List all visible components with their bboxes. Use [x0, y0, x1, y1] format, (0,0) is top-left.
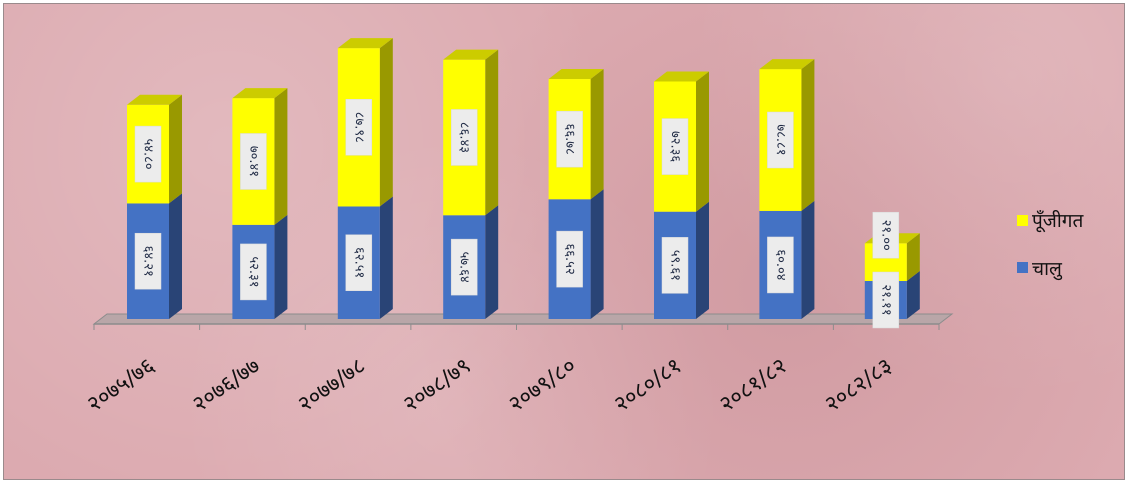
- bar-punjigat-7-side: [801, 59, 815, 211]
- value-label-punjigat-5-box: [556, 110, 583, 168]
- chart-frame: ६४.२१ ५४.८० २०७५/७६ ५२.३१ ७०.४१ २०७६/७७ ६२.५१ ८…: [3, 3, 1125, 480]
- stacked-3d-bar-chart: ६४.२१ ५४.८० २०७५/७६ ५२.३१ ७०.४१ २०७६/७७ ६२.५१ ८…: [83, 38, 1085, 418]
- value-label-chalu-4: ५७.६४: [457, 252, 472, 283]
- value-label-chalu-6: ५९.६१: [668, 250, 683, 281]
- value-label-punjigat-2: ७०.४१: [246, 146, 261, 177]
- legend-swatch-chalu: [1017, 262, 1028, 273]
- bar-punjigat-4-top: [443, 49, 499, 60]
- value-label-chalu-1-box: [134, 232, 162, 290]
- value-label-chalu-3: ६२.५१: [351, 247, 366, 278]
- value-label-punjigat-5: ६६.७८: [562, 124, 577, 155]
- bar-chalu-6-side: [696, 201, 709, 319]
- bar-punjigat-3-top: [337, 38, 393, 49]
- bar-punjigat-2-side: [274, 88, 288, 225]
- legend-label-punjigat: पूँजीगत: [1032, 209, 1085, 233]
- bar-punjigat-6-top: [654, 71, 709, 82]
- x-tick-label-8: २०८२/८३: [821, 353, 898, 417]
- legend-swatch-punjigat: [1017, 215, 1028, 226]
- value-label-chalu-2-box: [240, 243, 267, 301]
- bar-punjigat-4-side: [485, 49, 499, 216]
- value-label-punjigat-3-box: [345, 99, 373, 156]
- bar-chalu-1-side: [169, 193, 182, 319]
- value-label-punjigat-4: ८६.४३: [457, 122, 472, 153]
- bar-chalu-4-side: [485, 205, 499, 319]
- value-label-punjigat-6-box: [661, 118, 689, 175]
- value-label-punjigat-1: ५४.८०: [141, 139, 156, 170]
- bar-chalu-7-side: [801, 200, 815, 319]
- legend-label-chalu: चालु: [1032, 258, 1063, 281]
- x-tick-label-6: २०८०/८१: [610, 353, 687, 417]
- value-label-punjigat-7: ७८.८१: [773, 124, 788, 155]
- floor-plane: [92, 313, 954, 325]
- x-tick-label-4: २०७८/७९: [399, 353, 476, 417]
- value-label-chalu-6-box: [661, 237, 689, 294]
- x-tick-label-1: २०७५/७६: [83, 353, 160, 417]
- value-label-chalu-2: ५२.३१: [246, 256, 261, 287]
- bar-punjigat-1-top: [127, 94, 182, 105]
- value-label-punjigat-4-box: [450, 109, 478, 166]
- x-tick-label-3: २०७७/७८: [294, 353, 371, 417]
- value-label-punjigat-6: ७२.३६: [668, 131, 683, 162]
- x-tick-label-7: २०८१/८२: [715, 353, 792, 417]
- value-label-chalu-3-box: [345, 234, 373, 291]
- bar-chalu-5-side: [590, 189, 604, 319]
- bar-punjigat-2-top: [232, 88, 288, 99]
- x-tick-label-2: २०७६/७७: [188, 353, 265, 417]
- bar-chalu-8-side: [906, 271, 920, 319]
- value-label-chalu-8: २१.११: [878, 284, 893, 315]
- bar-punjigat-3-side: [379, 38, 393, 207]
- bar-punjigat-5-top: [548, 69, 604, 80]
- x-tick-label-5: २०७९/८०: [504, 353, 581, 417]
- value-label-chalu-4-box: [450, 238, 478, 296]
- bar-punjigat-5-side: [590, 69, 604, 200]
- value-label-chalu-8-box: [872, 271, 900, 329]
- value-label-punjigat-7-box: [767, 111, 794, 169]
- value-label-chalu-7-box: [767, 236, 794, 294]
- bar-punjigat-1-side: [169, 94, 182, 204]
- value-label-chalu-7: ६०.०४: [773, 249, 788, 280]
- value-label-punjigat-8: २१.००: [878, 220, 893, 251]
- value-label-chalu-5: ६६.५२: [562, 244, 577, 275]
- value-label-chalu-5-box: [556, 230, 583, 288]
- value-label-punjigat-8-box: [872, 211, 900, 259]
- value-label-punjigat-3: ८७.९८: [351, 112, 366, 143]
- bar-chalu-2-side: [274, 214, 288, 319]
- bar-punjigat-6-side: [696, 71, 709, 212]
- value-label-punjigat-1-box: [134, 125, 162, 183]
- bar-punjigat-8-side: [906, 233, 920, 282]
- bar-punjigat-7-top: [759, 59, 815, 70]
- value-label-chalu-1: ६४.२१: [141, 246, 156, 277]
- value-label-punjigat-2-box: [240, 133, 267, 190]
- bar-chalu-3-side: [379, 196, 393, 319]
